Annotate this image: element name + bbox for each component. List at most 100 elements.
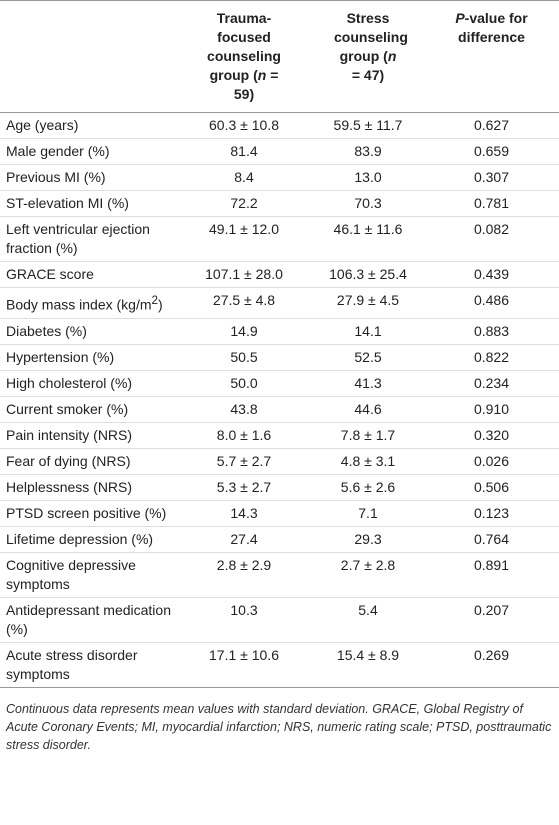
value-cell: 0.764	[424, 526, 559, 553]
value-cell: 8.0 ± 1.6	[176, 422, 312, 449]
text-segment: = 47)	[351, 67, 385, 83]
value-cell: 0.883	[424, 318, 559, 345]
footnote: Continuous data represents mean values w…	[6, 701, 552, 752]
value-cell: 60.3 ± 10.8	[176, 112, 312, 139]
value-cell: 5.7 ± 2.7	[176, 448, 312, 475]
value-cell: 27.4	[176, 526, 312, 553]
superscript: 2	[151, 294, 158, 307]
row-label: PTSD screen positive (%)	[0, 500, 176, 527]
row-label: Diabetes (%)	[0, 318, 176, 345]
row-label: Cognitive depressive symptoms	[0, 552, 176, 598]
value-cell: 83.9	[312, 138, 424, 165]
row-label: Fear of dying (NRS)	[0, 448, 176, 475]
table-row: Left ventricular ejection fraction (%) 49…	[0, 216, 559, 262]
table-body: Age (years) 60.3 ± 10.8 59.5 ± 11.7 0.627 Ma…	[0, 112, 559, 688]
value-cell: 0.781	[424, 190, 559, 217]
table-row: PTSD screen positive (%) 14.3 7.1 0.123	[0, 500, 559, 527]
italic-segment: n	[257, 67, 267, 83]
header-cell: P-value for difference	[424, 0, 559, 113]
value-cell: 46.1 ± 11.6	[312, 216, 424, 262]
table-row: Cognitive depressive symptoms 2.8 ± 2.9 2.…	[0, 552, 559, 598]
row-label: Lifetime depression (%)	[0, 526, 176, 553]
value-cell: 5.6 ± 2.6	[312, 474, 424, 501]
text-segment: Trauma-focused counseling group (	[207, 10, 281, 83]
value-cell: 2.7 ± 2.8	[312, 552, 424, 598]
value-cell: 27.5 ± 4.8	[176, 287, 312, 319]
value-cell: 0.307	[424, 164, 559, 191]
table-row: Age (years) 60.3 ± 10.8 59.5 ± 11.7 0.627	[0, 112, 559, 139]
text-segment: -value for difference	[458, 10, 528, 45]
table-row: Previous MI (%) 8.4 13.0 0.307	[0, 164, 559, 191]
value-cell: 106.3 ± 25.4	[312, 261, 424, 288]
page: Trauma-focused counseling group (n = 59)…	[0, 0, 559, 752]
value-cell: 107.1 ± 28.0	[176, 261, 312, 288]
value-cell: 81.4	[176, 138, 312, 165]
table-row: High cholesterol (%) 50.0 41.3 0.234	[0, 370, 559, 397]
value-cell: 27.9 ± 4.5	[312, 287, 424, 319]
row-label: GRACE score	[0, 261, 176, 288]
value-cell: 5.3 ± 2.7	[176, 474, 312, 501]
value-cell: 0.486	[424, 287, 559, 319]
value-cell: 0.234	[424, 370, 559, 397]
row-label: High cholesterol (%)	[0, 370, 176, 397]
row-label: Antidepressant medication (%)	[0, 597, 176, 643]
value-cell: 43.8	[176, 396, 312, 423]
value-cell: 0.891	[424, 552, 559, 598]
value-cell: 0.506	[424, 474, 559, 501]
value-cell: 17.1 ± 10.6	[176, 642, 312, 688]
text-segment: Body mass index (kg/m	[6, 296, 152, 313]
value-cell: 14.3	[176, 500, 312, 527]
value-cell: 0.026	[424, 448, 559, 475]
table-row: Current smoker (%) 43.8 44.6 0.910	[0, 396, 559, 423]
value-cell: 50.0	[176, 370, 312, 397]
table-row: Lifetime depression (%) 27.4 29.3 0.764	[0, 526, 559, 553]
data-table: Trauma-focused counseling group (n = 59)…	[0, 0, 559, 688]
value-cell: 0.659	[424, 138, 559, 165]
table-row: Male gender (%) 81.4 83.9 0.659	[0, 138, 559, 165]
row-label: ST-elevation MI (%)	[0, 190, 176, 217]
value-cell: 0.439	[424, 261, 559, 288]
text-segment: = 59)	[233, 67, 279, 102]
value-cell: 10.3	[176, 597, 312, 643]
value-cell: 0.910	[424, 396, 559, 423]
value-cell: 7.1	[312, 500, 424, 527]
value-cell: 49.1 ± 12.0	[176, 216, 312, 262]
row-label: Hypertension (%)	[0, 344, 176, 371]
value-cell: 4.8 ± 3.1	[312, 448, 424, 475]
value-cell: 13.0	[312, 164, 424, 191]
value-cell: 41.3	[312, 370, 424, 397]
value-cell: 72.2	[176, 190, 312, 217]
table-row: Helplessness (NRS) 5.3 ± 2.7 5.6 ± 2.6 0.50…	[0, 474, 559, 501]
row-label: Previous MI (%)	[0, 164, 176, 191]
value-cell: 0.123	[424, 500, 559, 527]
row-label: Current smoker (%)	[0, 396, 176, 423]
text-segment: )	[157, 296, 163, 313]
row-label: Helplessness (NRS)	[0, 474, 176, 501]
table-row: ST-elevation MI (%) 72.2 70.3 0.781	[0, 190, 559, 217]
value-cell: 0.269	[424, 642, 559, 688]
value-cell: 0.320	[424, 422, 559, 449]
header-cell: Stress counseling group (n = 47)	[312, 0, 424, 113]
value-cell: 8.4	[176, 164, 312, 191]
table-row: Fear of dying (NRS) 5.7 ± 2.7 4.8 ± 3.1 0.0…	[0, 448, 559, 475]
value-cell: 15.4 ± 8.9	[312, 642, 424, 688]
value-cell: 14.9	[176, 318, 312, 345]
table-row: Hypertension (%) 50.5 52.5 0.822	[0, 344, 559, 371]
table-row: Pain intensity (NRS) 8.0 ± 1.6 7.8 ± 1.7 0.…	[0, 422, 559, 449]
table-row: Antidepressant medication (%) 10.3 5.4 0.20…	[0, 597, 559, 643]
value-cell: 0.207	[424, 597, 559, 643]
table-row: GRACE score 107.1 ± 28.0 106.3 ± 25.4 0.439	[0, 261, 559, 288]
row-label: Acute stress disorder symptoms	[0, 642, 176, 688]
value-cell: 5.4	[312, 597, 424, 643]
value-cell: 29.3	[312, 526, 424, 553]
row-label: Body mass index (kg/m2)	[0, 287, 176, 319]
value-cell: 50.5	[176, 344, 312, 371]
row-label: Pain intensity (NRS)	[0, 422, 176, 449]
value-cell: 0.082	[424, 216, 559, 262]
value-cell: 14.1	[312, 318, 424, 345]
row-label: Left ventricular ejection fraction (%)	[0, 216, 176, 262]
value-cell: 59.5 ± 11.7	[312, 112, 424, 139]
table-row: Diabetes (%) 14.9 14.1 0.883	[0, 318, 559, 345]
row-label: Male gender (%)	[0, 138, 176, 165]
italic-segment: P	[455, 10, 465, 26]
